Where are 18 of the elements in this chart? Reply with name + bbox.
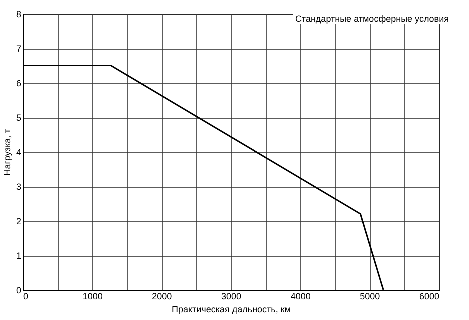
y-tick-label: 3 bbox=[16, 182, 22, 192]
x-tick-label: 6000 bbox=[419, 292, 440, 302]
y-tick-label: 4 bbox=[16, 148, 22, 158]
y-tick-label: 6 bbox=[16, 78, 22, 88]
x-tick-label: 4000 bbox=[290, 292, 311, 302]
x-axis-title: Практическая дальность, км bbox=[172, 304, 291, 314]
y-tick-label: 1 bbox=[16, 251, 22, 261]
annotation: Стандартные атмосферные условия bbox=[293, 14, 451, 24]
x-tick-label: 5000 bbox=[360, 292, 380, 302]
y-tick-label: 8 bbox=[16, 10, 22, 20]
y-tick-label: 2 bbox=[16, 216, 22, 226]
y-axis-title: Нагрузка, т bbox=[2, 129, 12, 176]
x-tick-label: 3000 bbox=[221, 292, 242, 302]
x-tick-label: 2000 bbox=[152, 292, 172, 302]
x-tick-label: 0 bbox=[24, 292, 29, 302]
x-tick-label: 1000 bbox=[82, 292, 103, 302]
y-tick-label: 7 bbox=[16, 44, 22, 54]
y-tick-label: 5 bbox=[16, 113, 22, 123]
